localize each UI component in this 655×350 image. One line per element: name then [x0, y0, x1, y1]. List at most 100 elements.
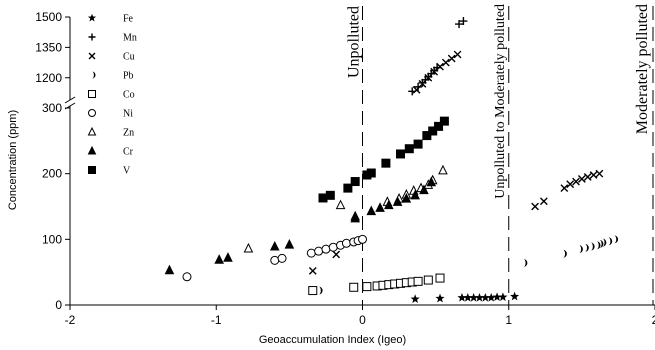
legend-marker-co: [88, 90, 96, 98]
y-tick-label: 1350: [35, 40, 62, 54]
point-cu: [436, 62, 444, 71]
point-cu: [589, 171, 598, 179]
point-mn: [414, 82, 423, 91]
zone-label-unpolluted-to-moderate: Unpolluted to Moderately polluted: [493, 4, 508, 199]
point-zn: [438, 164, 448, 175]
y-axis-title: Concentration (ppm): [7, 110, 19, 210]
x-tick-label: -1: [211, 313, 222, 327]
legend-label-ni: Ni: [123, 109, 133, 120]
point-pb: [614, 235, 619, 244]
point-v: [366, 168, 376, 178]
point-ni: [306, 248, 316, 258]
legend-marker-cu: [88, 52, 96, 60]
point-pb: [596, 241, 601, 250]
point-cr: [401, 193, 412, 203]
point-v: [428, 126, 438, 136]
point-v: [439, 116, 449, 126]
point-cu: [539, 197, 548, 206]
point-ni: [182, 272, 192, 282]
point-cu: [566, 180, 575, 189]
point-ni: [341, 238, 351, 248]
point-cr: [164, 264, 175, 275]
y-tick-label: 1200: [35, 71, 62, 85]
point-v: [325, 190, 335, 200]
x-axis-title: Geoaccumulation Index (Igeo): [259, 334, 406, 346]
legend-label-pb: Pb: [123, 71, 134, 82]
point-mn: [459, 17, 468, 26]
zone-label-moderately-polluted: Moderately polluted: [634, 4, 651, 134]
point-cu: [418, 79, 427, 88]
legend-label-mn: Mn: [123, 33, 137, 44]
point-co: [362, 282, 372, 292]
point-ni: [358, 234, 367, 244]
point-v: [413, 139, 423, 149]
y-tick-label: 0: [55, 298, 62, 312]
point-cr: [410, 189, 420, 200]
point-cu: [572, 177, 580, 186]
point-v: [422, 131, 432, 141]
point-v: [343, 183, 353, 193]
point-cr: [426, 176, 437, 187]
point-ni: [277, 253, 287, 263]
legend-label-cr: Cr: [123, 147, 134, 158]
point-co: [413, 276, 423, 286]
point-v: [318, 193, 328, 203]
x-tick-label: -2: [65, 313, 76, 327]
point-fe: [498, 292, 508, 301]
x-tick-label: 1: [505, 313, 512, 327]
point-fe: [510, 291, 520, 301]
point-fe: [469, 292, 479, 302]
legend-label-cu: Cu: [123, 52, 135, 63]
point-fe: [435, 293, 445, 303]
point-mn: [455, 20, 464, 29]
point-pb: [602, 238, 607, 247]
axis-break-mark: [64, 96, 76, 104]
point-fe: [492, 292, 502, 301]
x-tick-label: 0: [359, 313, 366, 327]
legend-marker-pb: [92, 71, 96, 79]
point-pb: [523, 258, 528, 267]
point-cu: [308, 266, 317, 275]
legend-marker-v: [88, 166, 96, 174]
point-pb: [318, 286, 323, 295]
point-cr: [384, 199, 394, 210]
y-tick-label: 100: [42, 232, 62, 246]
point-fe: [480, 292, 490, 302]
point-fe: [486, 292, 496, 302]
point-fe: [457, 292, 467, 302]
point-cr: [419, 184, 429, 195]
point-cu: [332, 250, 341, 259]
point-cu: [412, 86, 421, 94]
point-pb: [578, 245, 583, 254]
point-fe: [463, 292, 473, 302]
point-pb: [608, 237, 613, 246]
point-cu: [531, 202, 539, 211]
point-cu: [560, 184, 569, 193]
y-tick-label: 200: [42, 167, 62, 181]
legend-marker-zn: [87, 126, 97, 136]
legend-marker-fe: [87, 13, 97, 22]
y-tick-label: 1500: [35, 10, 62, 24]
legend-marker-ni: [88, 109, 96, 117]
point-co: [349, 282, 359, 292]
point-co: [435, 273, 445, 283]
point-cu: [595, 169, 604, 178]
point-pb: [599, 239, 604, 248]
point-cu: [447, 54, 456, 63]
point-co: [423, 275, 433, 285]
point-fe: [410, 294, 420, 303]
y-tick-label: 300: [42, 101, 62, 115]
point-pb: [590, 242, 595, 251]
point-cu: [453, 50, 462, 59]
point-pb: [584, 243, 589, 252]
point-v: [404, 144, 414, 154]
legend-marker-mn: [88, 33, 96, 41]
legend-label-zn: Zn: [123, 128, 134, 139]
legend-label-v: V: [123, 166, 131, 177]
point-ni: [270, 255, 280, 265]
point-cu: [577, 175, 586, 183]
point-ni: [321, 244, 331, 254]
legend-label-fe: Fe: [123, 14, 134, 25]
point-cr: [392, 196, 403, 206]
